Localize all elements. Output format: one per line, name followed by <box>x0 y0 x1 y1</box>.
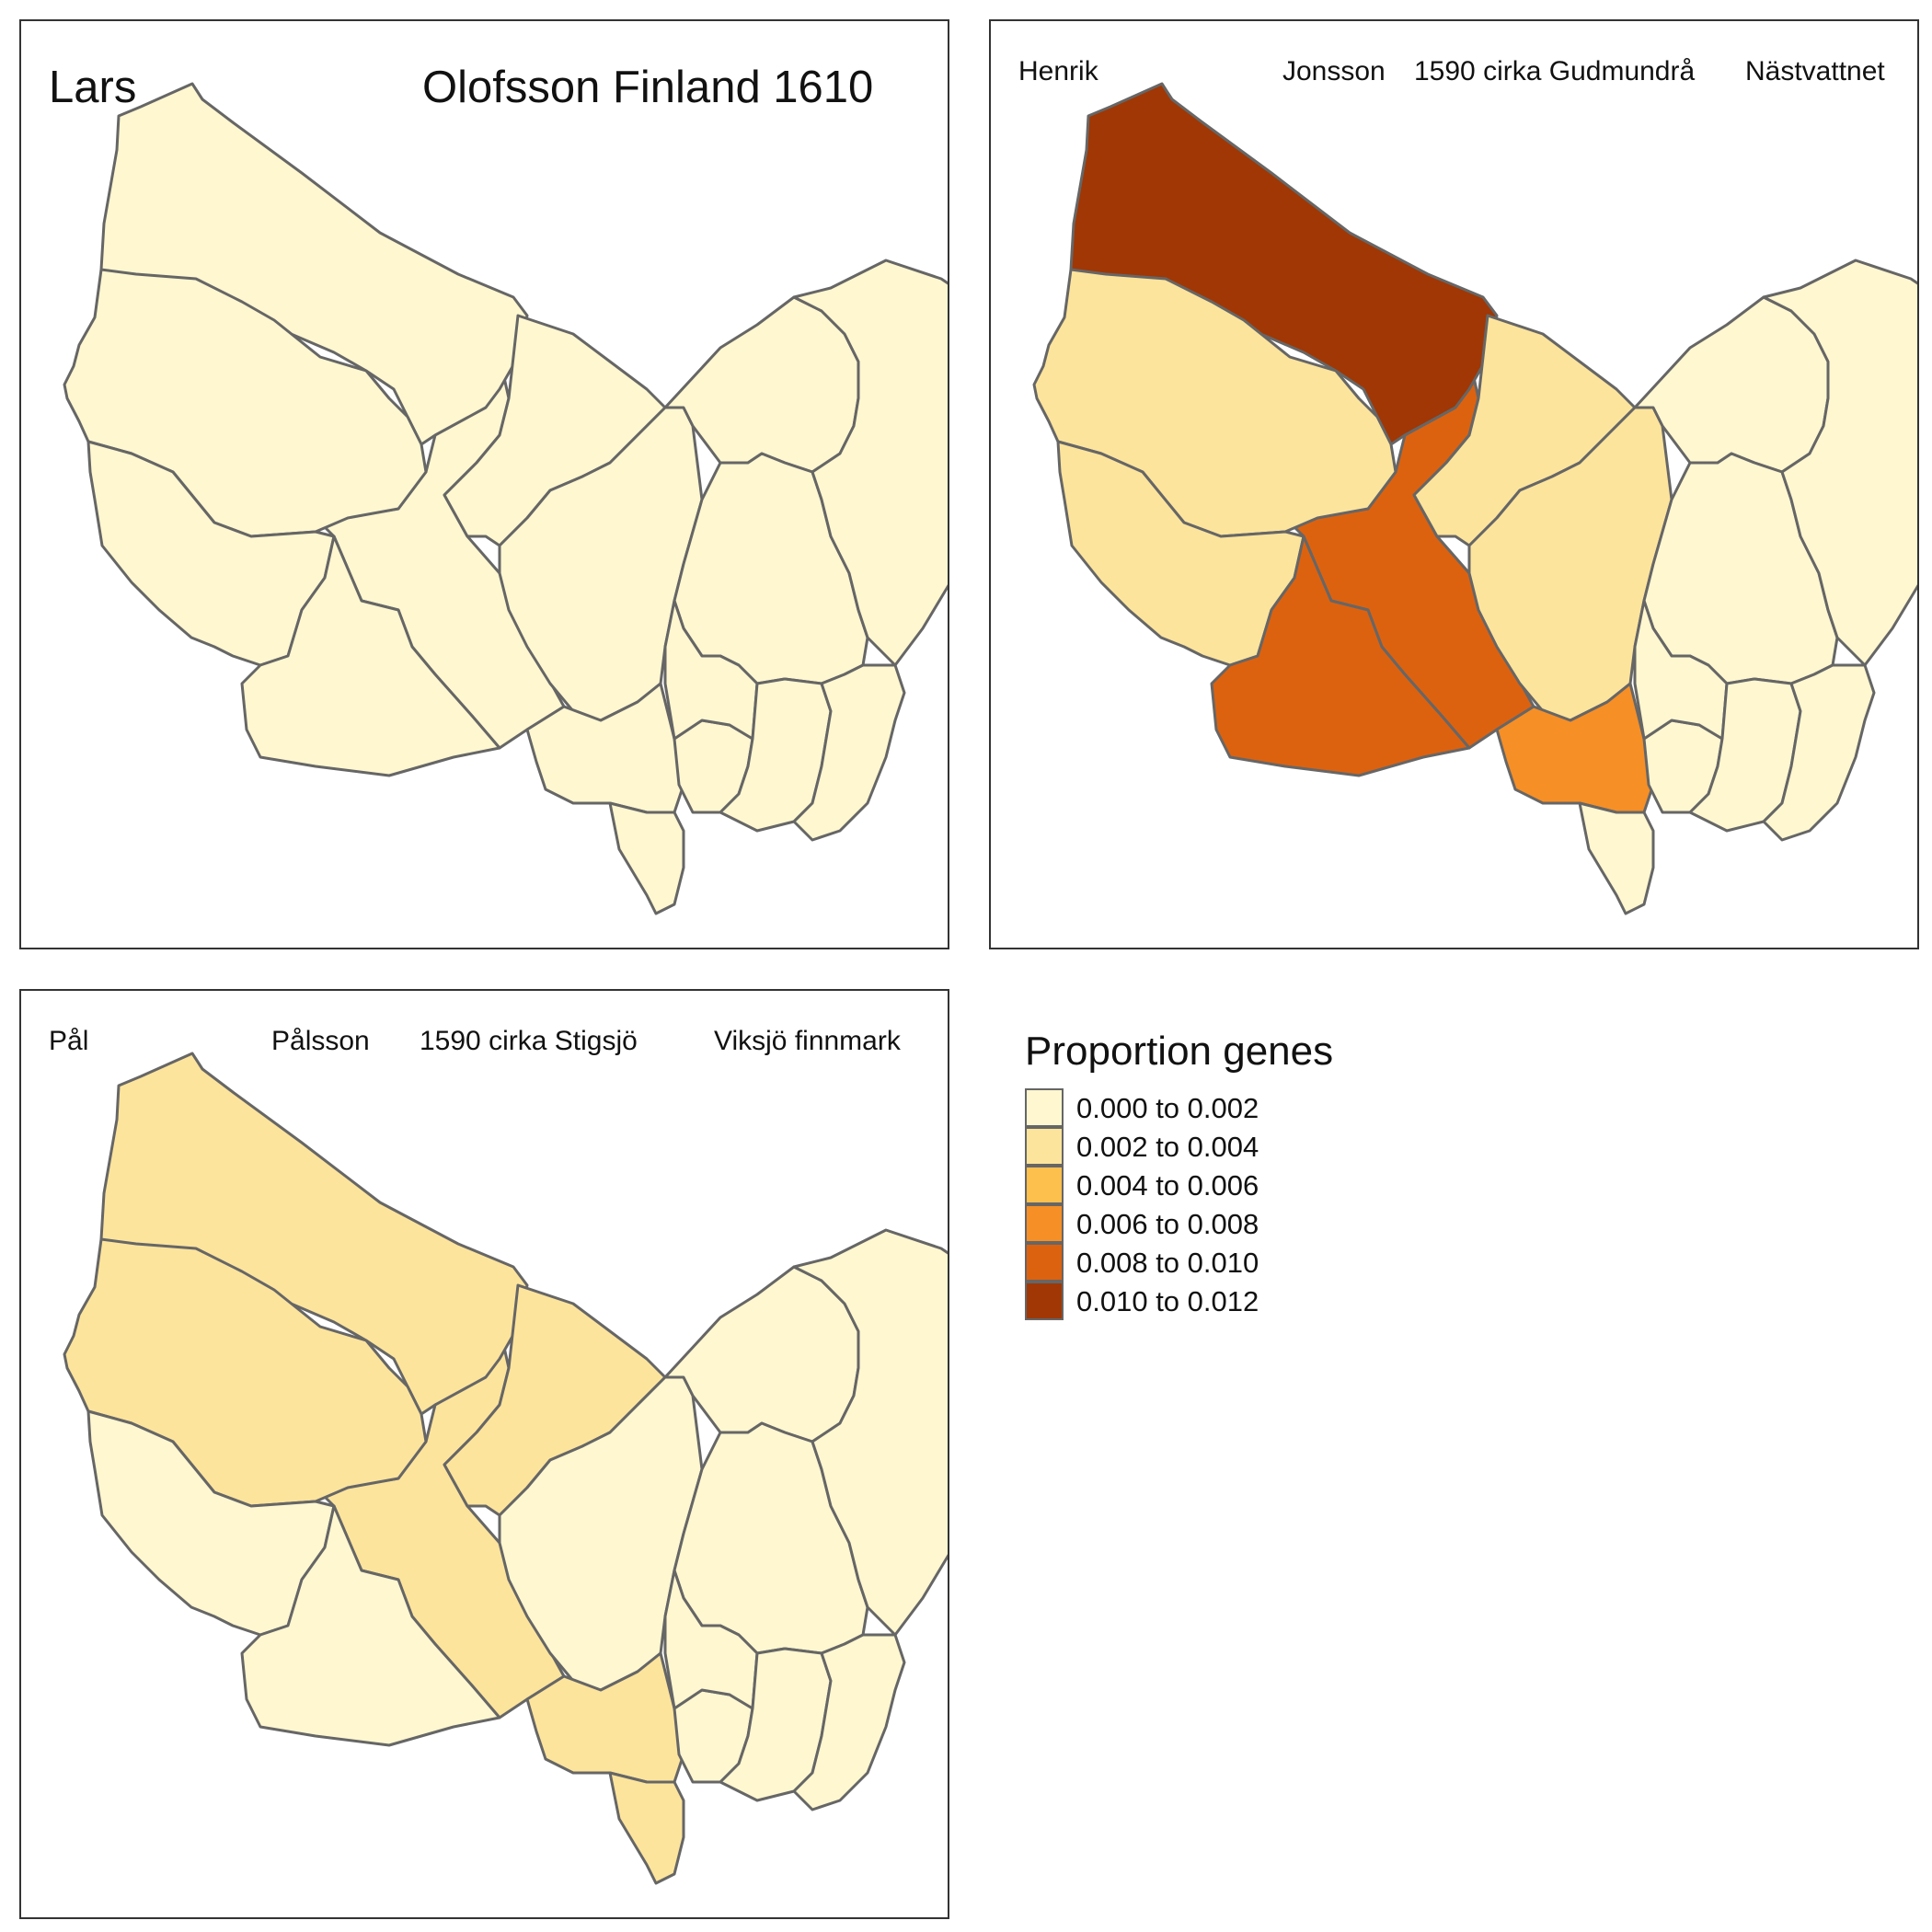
map-region <box>792 1228 948 1637</box>
map-title-part: Lars <box>49 63 137 112</box>
map-region <box>1210 535 1471 777</box>
map-region <box>792 1633 906 1811</box>
map-title-part: Viksjö finnmark <box>714 1026 901 1056</box>
choropleth-map <box>1032 82 1917 915</box>
legend-label: 0.000 to 0.002 <box>1076 1092 1259 1124</box>
map-title-part: 1590 cirka Stigsjö <box>420 1026 638 1056</box>
legend-swatch <box>1025 1166 1064 1204</box>
legend-swatch <box>1025 1088 1064 1127</box>
legend-swatch <box>1025 1127 1064 1166</box>
choropleth-map <box>63 82 948 915</box>
map-panel-lars-olofsson: Lars Olofsson Finland 1610 <box>19 19 949 949</box>
map-title-part: Jonsson <box>1282 56 1386 86</box>
map-panel-henrik-jonsson: Henrik Jonsson 1590 cirka Gudmundrå Näst… <box>989 19 1919 949</box>
map-region <box>240 1504 501 1747</box>
legend-item: 0.000 to 0.002 <box>1025 1088 1411 1127</box>
map-title-part: Nästvattnet <box>1745 56 1885 86</box>
legend: Proportion genes 0.000 to 0.002 0.002 to… <box>1025 1029 1485 1341</box>
legend-item: 0.008 to 0.010 <box>1025 1243 1411 1282</box>
legend-item: 0.002 to 0.004 <box>1025 1127 1411 1166</box>
map-region <box>608 1771 685 1885</box>
map-region <box>792 663 906 842</box>
map-title-part: Olofsson Finland 1610 <box>422 63 874 112</box>
map-title-part: Pålsson <box>271 1026 370 1056</box>
choropleth-map <box>63 1052 948 1885</box>
map-region <box>1578 801 1655 915</box>
map-region <box>1762 259 1917 667</box>
legend-swatch <box>1025 1204 1064 1243</box>
legend-swatch <box>1025 1243 1064 1282</box>
legend-label: 0.002 to 0.004 <box>1076 1131 1259 1163</box>
map-region <box>792 259 948 667</box>
legend-item: 0.006 to 0.008 <box>1025 1204 1411 1243</box>
map-title-part: 1590 cirka Gudmundrå <box>1414 56 1696 86</box>
map-region <box>240 535 501 777</box>
map-region <box>1032 268 1397 538</box>
map-panel-pal-palsson: Pål Pålsson 1590 cirka Stigsjö Viksjö fi… <box>19 989 949 1919</box>
legend-label: 0.010 to 0.012 <box>1076 1285 1259 1317</box>
legend-swatch <box>1025 1282 1064 1320</box>
legend-label: 0.008 to 0.010 <box>1076 1247 1259 1279</box>
map-region <box>63 1237 428 1508</box>
map-title-part: Henrik <box>1018 56 1098 86</box>
legend-title: Proportion genes <box>1025 1029 1334 1074</box>
legend-label: 0.004 to 0.006 <box>1076 1169 1259 1202</box>
legend-item: 0.010 to 0.012 <box>1025 1282 1411 1320</box>
map-region <box>608 801 685 915</box>
legend-label: 0.006 to 0.008 <box>1076 1208 1259 1240</box>
map-title-part: Pål <box>49 1026 89 1056</box>
map-region <box>63 268 428 538</box>
legend-item: 0.004 to 0.006 <box>1025 1166 1411 1204</box>
map-region <box>1762 663 1876 842</box>
